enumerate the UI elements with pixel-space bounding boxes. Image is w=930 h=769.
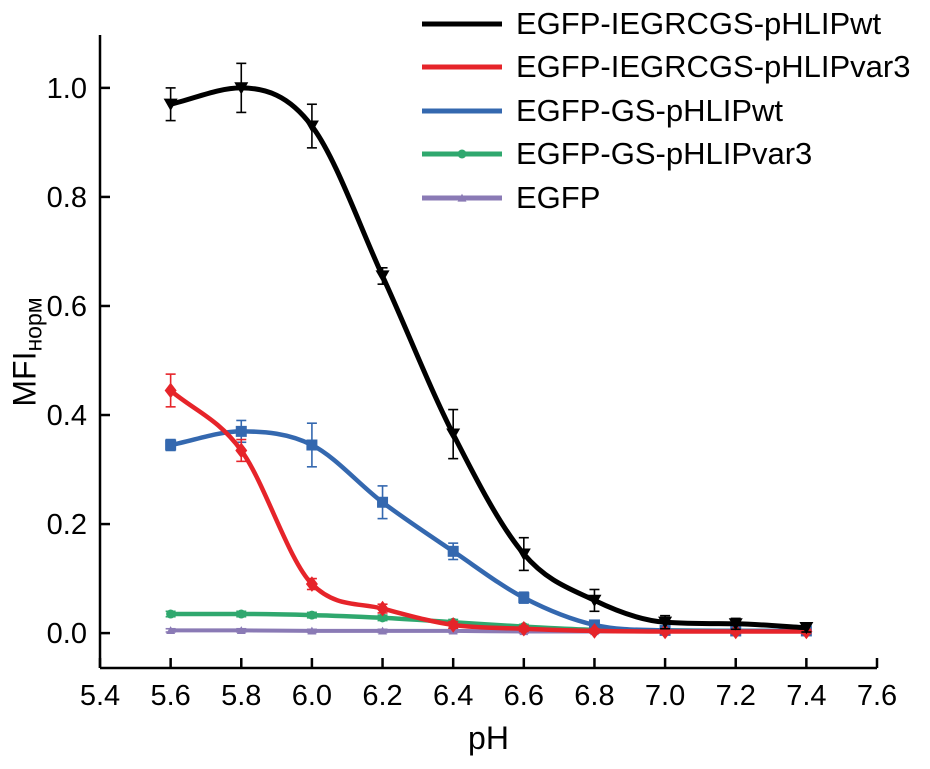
data-point-marker xyxy=(658,616,673,629)
data-point-marker xyxy=(163,98,178,111)
y-axis-title-subscript: норм xyxy=(20,297,47,352)
data-point-marker xyxy=(587,594,602,608)
data-point-marker xyxy=(517,620,530,637)
data-point-marker xyxy=(446,428,461,441)
data-point-marker xyxy=(378,626,388,635)
data-point-marker xyxy=(516,548,531,561)
legend-label: EGFP-IEGRCGS-pHLIPwt xyxy=(516,5,882,41)
series-curve xyxy=(168,388,809,634)
data-point-marker xyxy=(377,496,389,508)
data-point-marker xyxy=(235,442,248,459)
y-tick-label: 0.0 xyxy=(47,618,87,650)
data-point-marker xyxy=(166,626,176,634)
data-point-marker xyxy=(588,623,601,639)
x-tick-label: 6.4 xyxy=(433,680,473,712)
data-point-marker xyxy=(457,149,467,159)
y-tick-label: 0.4 xyxy=(47,400,87,432)
x-tick-label: 5.6 xyxy=(150,680,190,712)
y-tick-label: 0.6 xyxy=(47,291,87,323)
data-point-marker xyxy=(164,382,177,399)
data-point-marker xyxy=(378,613,388,623)
y-axis-title-main: MFI xyxy=(6,351,43,407)
x-tick-label: 7.2 xyxy=(716,680,756,712)
x-tick-label: 6.2 xyxy=(362,680,402,712)
legend-item: EGFP-IEGRCGS-pHLIPvar3 xyxy=(420,46,910,90)
legend-item: EGFP-GS-pHLIPvar3 xyxy=(420,133,910,177)
data-point-marker xyxy=(659,623,672,640)
data-point-marker xyxy=(518,592,530,604)
legend-line-sample xyxy=(422,193,502,202)
legend-item: EGFP-IEGRCGS-pHLIPwt xyxy=(420,2,910,46)
data-point-marker xyxy=(307,610,317,620)
legend-label: EGFP-IEGRCGS-pHLIPvar3 xyxy=(516,49,911,85)
x-tick-label: 6.8 xyxy=(574,680,614,712)
legend-line-sample xyxy=(422,64,502,70)
data-point-marker xyxy=(729,623,742,640)
y-tick-label: 0.2 xyxy=(47,509,87,541)
data-point-marker xyxy=(307,626,317,635)
data-point-marker xyxy=(236,609,246,619)
data-point-marker xyxy=(447,545,459,557)
data-point-marker xyxy=(305,576,318,592)
data-point-marker xyxy=(375,270,390,283)
y-tick-label: 1.0 xyxy=(47,73,87,105)
y-tick-label: 0.8 xyxy=(47,182,87,214)
data-point-marker xyxy=(236,626,246,634)
series-curve xyxy=(168,429,809,634)
x-tick-label: 7.0 xyxy=(645,680,685,712)
legend-line-sample xyxy=(422,21,502,27)
data-point-marker xyxy=(457,193,467,202)
data-point-marker xyxy=(799,622,814,635)
x-tick-label: 5.8 xyxy=(221,680,261,712)
legend-item: EGFP xyxy=(420,176,910,220)
data-point-marker xyxy=(234,82,249,95)
x-tick-label: 5.4 xyxy=(80,680,120,712)
legend-label: EGFP-GS-pHLIPwt xyxy=(516,92,783,128)
series-curve xyxy=(168,85,809,631)
data-point-marker xyxy=(235,425,247,437)
y-axis-title: MFIнорм xyxy=(6,297,47,406)
data-point-marker xyxy=(166,609,176,619)
x-tick-label: 7.6 xyxy=(857,680,897,712)
data-point-marker xyxy=(447,617,460,633)
legend-label: EGFP-GS-pHLIPvar3 xyxy=(516,136,813,172)
chart-legend: EGFP-IEGRCGS-pHLIPwt EGFP-IEGRCGS-pHLIPva… xyxy=(420,2,910,220)
data-point-marker xyxy=(304,120,319,133)
data-point-marker xyxy=(376,600,389,617)
data-point-marker xyxy=(306,439,318,451)
legend-label: EGFP xyxy=(516,179,601,215)
legend-line-sample xyxy=(422,149,502,159)
x-axis-title: pH xyxy=(468,720,509,756)
data-point-marker xyxy=(728,618,743,631)
data-point-marker xyxy=(165,439,177,451)
legend-item: EGFP-GS-pHLIPwt xyxy=(420,89,910,133)
x-tick-label: 6.0 xyxy=(292,680,332,712)
legend-line-sample xyxy=(422,108,502,114)
x-tick-label: 6.6 xyxy=(504,680,544,712)
x-tick-label: 7.4 xyxy=(786,680,826,712)
